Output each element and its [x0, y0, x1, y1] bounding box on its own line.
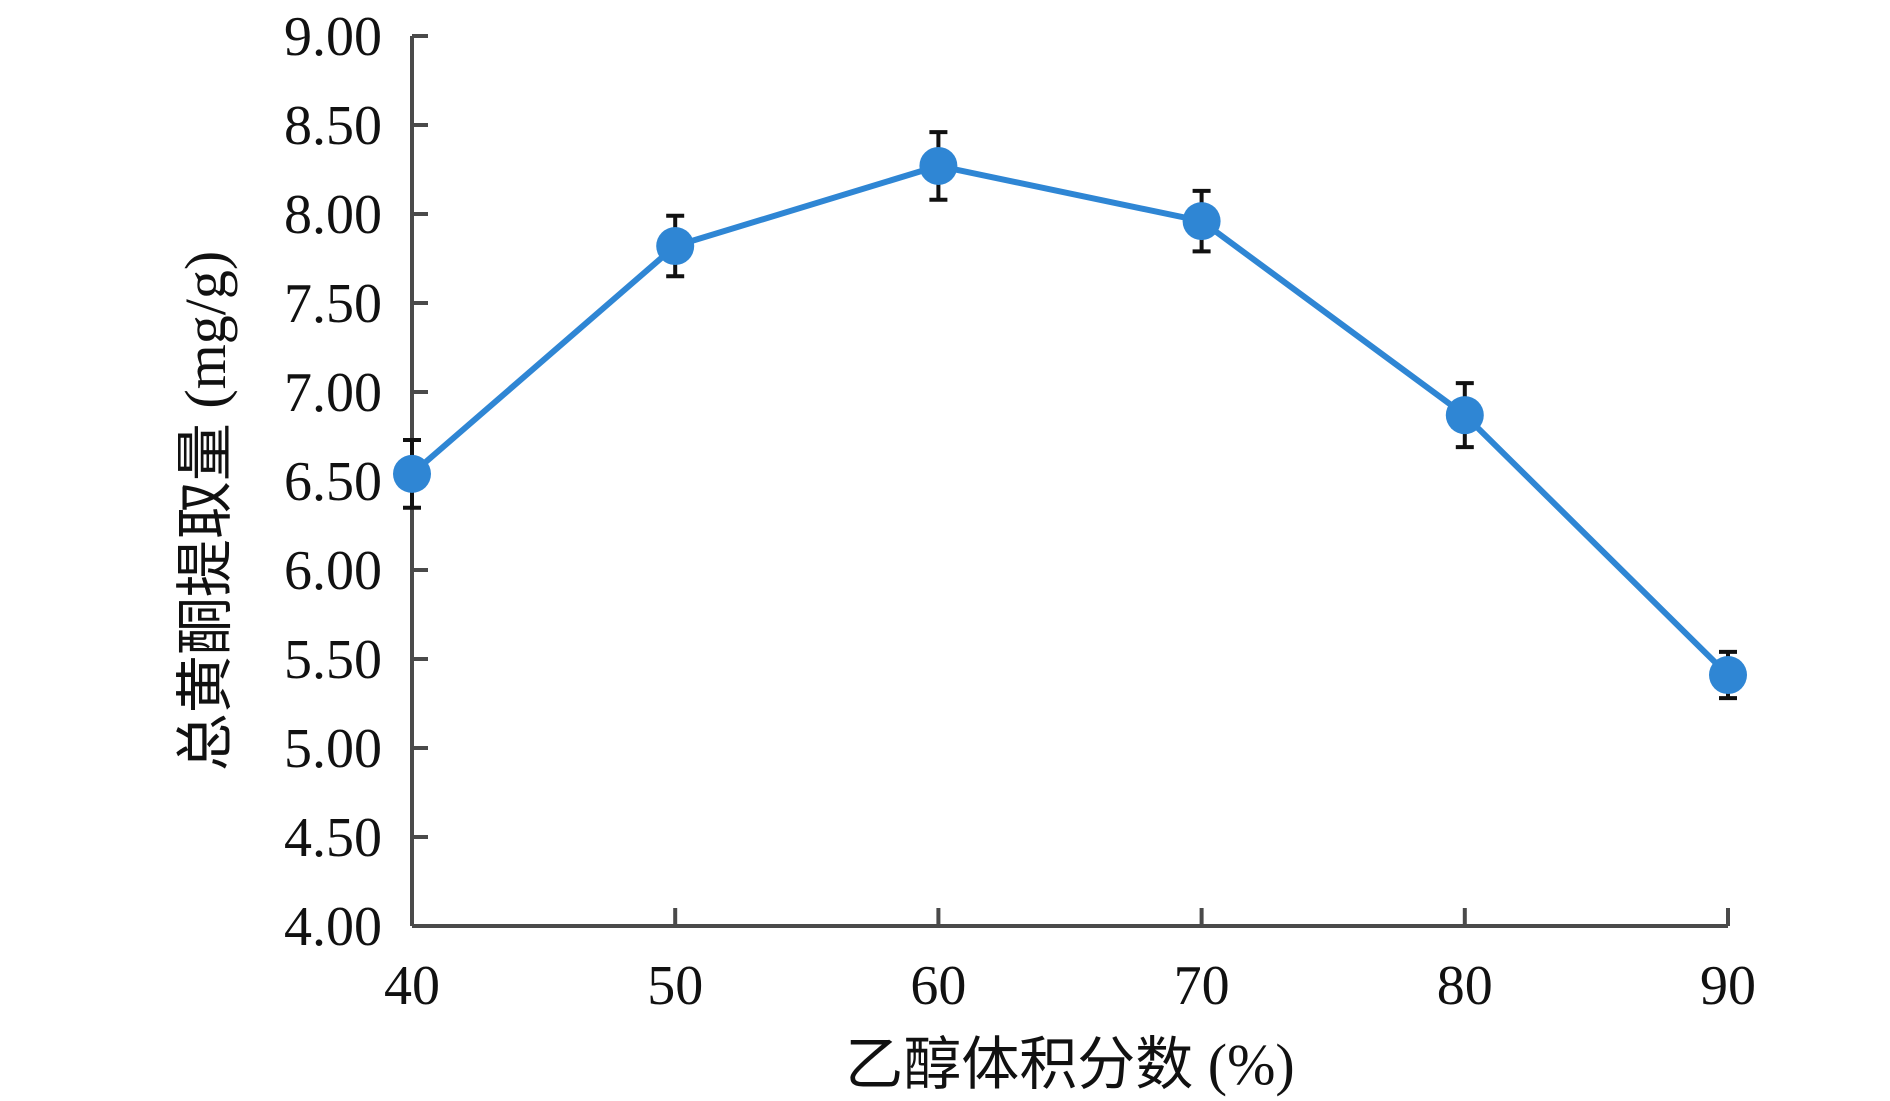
y-tick-label: 5.00: [284, 718, 382, 780]
data-point: [919, 146, 958, 185]
series-layer: [393, 130, 1747, 701]
x-tick-label: 40: [384, 955, 440, 1017]
y-tick-label: 7.00: [284, 362, 382, 424]
x-tick-label: 90: [1700, 955, 1756, 1017]
y-axis-title: 总黄酮提取量 (mg/g): [173, 251, 238, 771]
series-line: [410, 162, 1731, 678]
data-point: [656, 227, 695, 266]
y-tick-label: 6.50: [284, 451, 382, 513]
y-tick-label: 5.50: [284, 629, 382, 691]
x-axis-ticks: 40 50 60 70 80 90: [384, 908, 1756, 1017]
y-tick-label: 8.50: [284, 95, 382, 157]
y-tick-label: 4.00: [284, 896, 382, 958]
y-axis-ticks: 4.00 4.50 5.00 5.50 6.00 6.50 7.00 7.50 8.00 8.50…: [284, 6, 428, 958]
data-point: [1709, 656, 1747, 695]
x-axis-title: 乙醇体积分数 (%): [845, 1032, 1294, 1097]
x-tick-label: 60: [910, 955, 966, 1017]
data-point: [1445, 396, 1484, 435]
data-point: [393, 454, 431, 493]
data-point: [1182, 202, 1221, 241]
y-tick-label: 4.50: [284, 807, 382, 869]
y-tick-label: 6.00: [284, 540, 382, 602]
x-tick-label: 70: [1174, 955, 1230, 1017]
x-tick-label: 80: [1437, 955, 1493, 1017]
y-tick-label: 9.00: [284, 6, 382, 68]
y-tick-label: 8.00: [284, 184, 382, 246]
y-tick-label: 7.50: [284, 273, 382, 335]
x-tick-label: 50: [647, 955, 703, 1017]
